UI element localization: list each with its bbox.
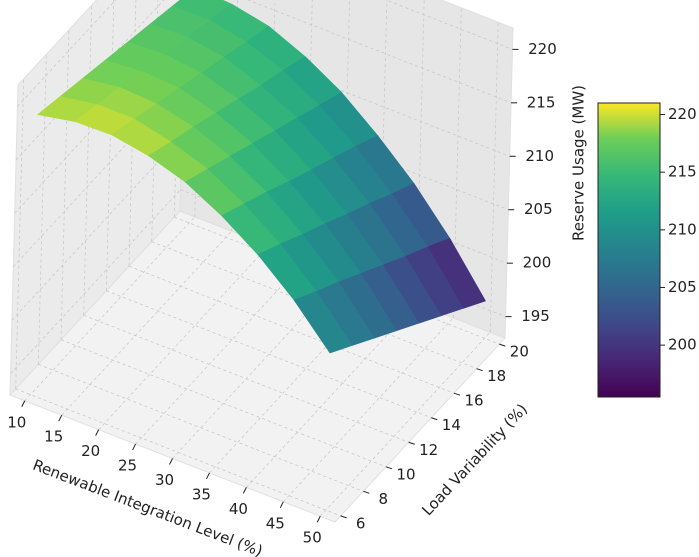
grid-line bbox=[37, 54, 47, 365]
grid-line bbox=[384, 0, 513, 50]
grid-line bbox=[342, 0, 350, 275]
tick-mark bbox=[316, 516, 321, 523]
tick-mark bbox=[431, 417, 438, 421]
tick-mark bbox=[499, 343, 506, 347]
grid-line bbox=[246, 0, 512, 104]
grid-line bbox=[489, 22, 499, 333]
z-axis-label: Reserve Usage (MW) bbox=[570, 85, 588, 241]
grid-line bbox=[305, 0, 313, 261]
y-tick-label: 18 bbox=[487, 367, 506, 385]
grid-line bbox=[415, 0, 425, 304]
grid-line bbox=[60, 29, 70, 340]
tick-mark bbox=[132, 443, 137, 451]
y-tick-label: 10 bbox=[396, 465, 415, 483]
grid-line bbox=[452, 7, 462, 318]
grid-line bbox=[83, 314, 409, 443]
z-tick-label: 210 bbox=[525, 147, 554, 165]
grid-line bbox=[106, 290, 432, 419]
y-tick-label: 14 bbox=[442, 416, 461, 434]
z-tick-label: 200 bbox=[523, 254, 552, 272]
tick-mark bbox=[95, 429, 100, 436]
tick-mark bbox=[21, 400, 26, 407]
tick-mark bbox=[408, 441, 415, 445]
x-tick-label: 35 bbox=[192, 485, 211, 503]
x-tick-label: 40 bbox=[229, 500, 248, 518]
x-tick-label: 25 bbox=[118, 457, 137, 475]
x-tick-label: 45 bbox=[266, 514, 285, 532]
colorbar-tick-label: 200 bbox=[668, 336, 697, 354]
grid-line bbox=[128, 0, 137, 267]
x-tick-label: 50 bbox=[303, 529, 322, 547]
surface-face bbox=[293, 291, 353, 354]
grid-line bbox=[83, 5, 93, 316]
grid-line bbox=[15, 78, 25, 389]
tick-mark bbox=[279, 501, 284, 509]
grid-line bbox=[184, 28, 510, 157]
grid-line bbox=[60, 339, 387, 468]
z-tick-label: 220 bbox=[528, 40, 557, 58]
y-tick-label: 6 bbox=[356, 514, 366, 532]
x-tick-label: 20 bbox=[81, 442, 100, 460]
grid-line bbox=[38, 363, 364, 492]
y-tick-label: 12 bbox=[419, 441, 438, 459]
x-tick-label: 10 bbox=[7, 413, 26, 431]
grid-line bbox=[379, 0, 388, 289]
x-tick-label: 15 bbox=[44, 428, 63, 446]
y-axis-label: Load Variability (%) bbox=[418, 400, 531, 519]
tick-mark bbox=[476, 368, 483, 372]
grid-line bbox=[105, 0, 115, 291]
tick-mark bbox=[340, 515, 347, 519]
x-tick-label: 30 bbox=[155, 471, 174, 489]
tick-mark bbox=[242, 487, 247, 494]
tick-mark bbox=[385, 466, 393, 470]
z-tick-label: 205 bbox=[524, 200, 553, 218]
z-tick-label: 215 bbox=[527, 93, 556, 111]
tick-mark bbox=[453, 392, 461, 396]
grid-line bbox=[128, 265, 455, 394]
y-tick-label: 16 bbox=[464, 392, 483, 410]
tick-mark bbox=[58, 414, 63, 422]
y-tick-label: 8 bbox=[379, 490, 389, 508]
colorbar-tick-label: 220 bbox=[668, 105, 697, 123]
tick-mark bbox=[363, 490, 370, 494]
colorbar-tick-label: 205 bbox=[668, 278, 697, 296]
colorbar-tick-label: 215 bbox=[668, 163, 697, 181]
plot bbox=[36, 0, 486, 354]
z-tick-label: 195 bbox=[521, 307, 550, 325]
grid-line bbox=[15, 388, 341, 517]
colorbar bbox=[597, 102, 661, 398]
tick-mark bbox=[205, 472, 210, 480]
y-tick-label: 20 bbox=[510, 343, 529, 361]
tick-mark bbox=[169, 458, 173, 465]
colorbar-tick-label: 210 bbox=[668, 220, 697, 238]
